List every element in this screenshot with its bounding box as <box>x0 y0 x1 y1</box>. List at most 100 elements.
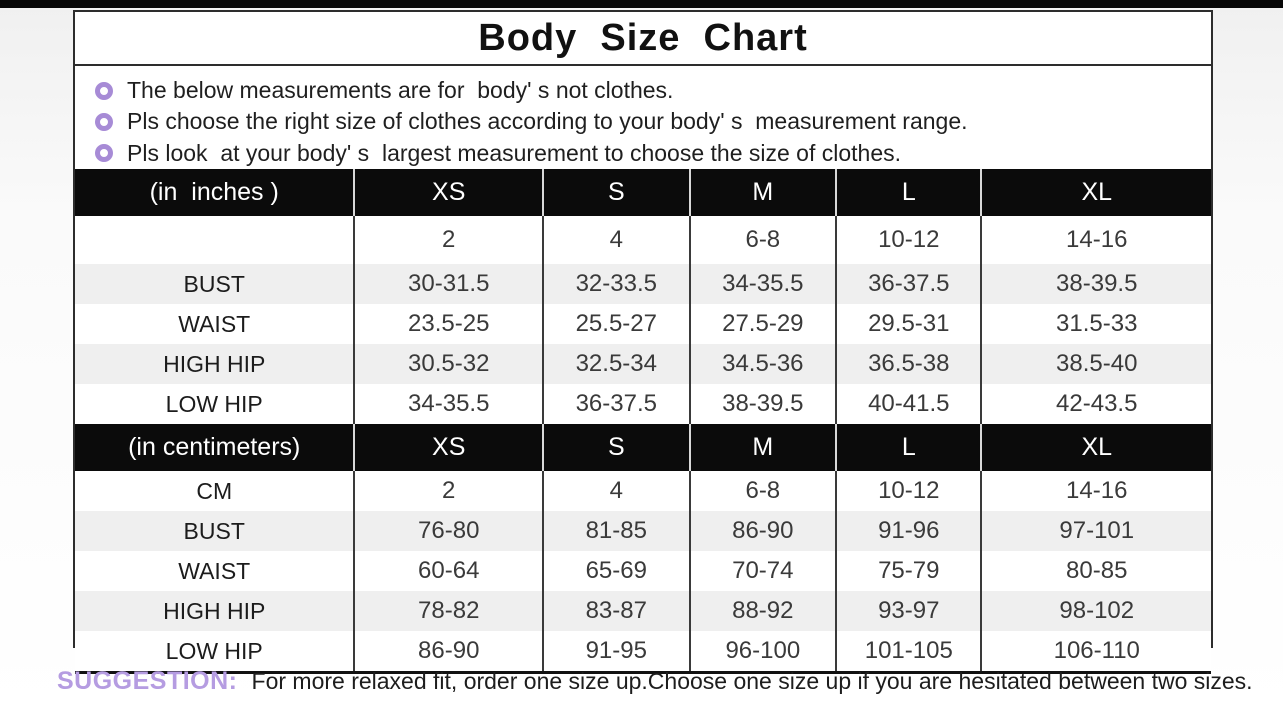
size-value-cell: 76-80 <box>353 511 544 551</box>
size-column-header: XL <box>980 169 1211 216</box>
bullet-icon <box>95 112 113 131</box>
size-value-cell: 38-39.5 <box>980 264 1211 304</box>
size-value-cell: 27.5-29 <box>688 304 837 344</box>
row-label: LOW HIP <box>75 631 355 673</box>
size-value-cell: 14-16 <box>980 216 1211 264</box>
size-value-cell: 2 <box>353 216 544 264</box>
size-value-cell: 6-8 <box>688 216 837 264</box>
row-label <box>75 216 355 264</box>
suggestion-label: SUGGESTION: <box>57 667 238 695</box>
size-value-cell: 23.5-25 <box>353 304 544 344</box>
size-column-header: S <box>542 169 690 216</box>
size-value-cell: 38-39.5 <box>688 384 837 424</box>
table-row: LOW HIP 86-90 91-95 96-100 101-105 106-110 <box>75 631 1211 673</box>
bullet-icon <box>95 144 113 163</box>
size-value-cell: 70-74 <box>688 551 837 591</box>
size-column-header: S <box>542 424 690 471</box>
size-value-cell: 75-79 <box>835 551 982 591</box>
section-header-row: (in inches ) XS S M L XL <box>75 169 1211 216</box>
size-value-cell: 36-37.5 <box>835 264 982 304</box>
table-row: HIGH HIP 78-82 83-87 88-92 93-97 98-102 <box>75 591 1211 631</box>
page-title: Body Size Chart <box>75 12 1211 66</box>
note-text: The below measurements are for body' s n… <box>127 77 674 104</box>
size-value-cell: 30.5-32 <box>353 344 544 384</box>
note-text: Pls choose the right size of clothes acc… <box>127 108 968 135</box>
size-column-header: XL <box>980 424 1211 471</box>
size-value-cell: 101-105 <box>835 631 982 673</box>
row-label: LOW HIP <box>75 384 355 424</box>
size-value-cell: 4 <box>542 216 690 264</box>
note-line: The below measurements are for body' s n… <box>95 76 1211 106</box>
size-value-cell: 32-33.5 <box>542 264 690 304</box>
size-value-cell: 36-37.5 <box>542 384 690 424</box>
size-value-cell: 29.5-31 <box>835 304 982 344</box>
size-value-cell: 78-82 <box>353 591 544 631</box>
size-column-header: XS <box>353 424 544 471</box>
top-black-strip <box>0 0 1283 8</box>
size-value-cell: 30-31.5 <box>353 264 544 304</box>
note-line: Pls look at your body' s largest measure… <box>95 138 1211 168</box>
size-value-cell: 80-85 <box>980 551 1211 591</box>
section-header-row: (in centimeters) XS S M L XL <box>75 424 1211 471</box>
size-column-header: L <box>835 169 982 216</box>
table-row: CM 2 4 6-8 10-12 14-16 <box>75 471 1211 511</box>
note-text: Pls look at your body' s largest measure… <box>127 139 902 166</box>
size-value-cell: 93-97 <box>835 591 982 631</box>
size-value-cell: 65-69 <box>542 551 690 591</box>
table-row: HIGH HIP 30.5-32 32.5-34 34.5-36 36.5-38 38.5… <box>75 344 1211 384</box>
bullet-icon <box>95 81 113 100</box>
size-value-cell: 4 <box>542 471 690 511</box>
section-unit-label: (in centimeters) <box>75 424 355 471</box>
table-row: BUST 30-31.5 32-33.5 34-35.5 36-37.5 38-39.5 <box>75 264 1211 304</box>
size-value-cell: 38.5-40 <box>980 344 1211 384</box>
size-value-cell: 14-16 <box>980 471 1211 511</box>
size-value-cell: 81-85 <box>542 511 690 551</box>
row-label: WAIST <box>75 304 355 344</box>
size-value-cell: 34-35.5 <box>688 264 837 304</box>
notes-section: The below measurements are for body' s n… <box>75 66 1211 169</box>
size-value-cell: 42-43.5 <box>980 384 1211 424</box>
table-row: WAIST 23.5-25 25.5-27 27.5-29 29.5-31 31.5-33 <box>75 304 1211 344</box>
table-row: WAIST 60-64 65-69 70-74 75-79 80-85 <box>75 551 1211 591</box>
table-row: LOW HIP 34-35.5 36-37.5 38-39.5 40-41.5 42-43… <box>75 384 1211 424</box>
section-unit-label: (in inches ) <box>75 169 355 216</box>
size-value-cell: 32.5-34 <box>542 344 690 384</box>
size-column-header: L <box>835 424 982 471</box>
row-label: HIGH HIP <box>75 344 355 384</box>
size-column-header: M <box>688 169 837 216</box>
note-line: Pls choose the right size of clothes acc… <box>95 107 1211 137</box>
size-value-cell: 86-90 <box>353 631 544 673</box>
size-value-cell: 6-8 <box>688 471 837 511</box>
size-value-cell: 60-64 <box>353 551 544 591</box>
size-column-header: XS <box>353 169 544 216</box>
size-value-cell: 96-100 <box>688 631 837 673</box>
size-value-cell: 91-96 <box>835 511 982 551</box>
size-value-cell: 36.5-38 <box>835 344 982 384</box>
size-chart-panel: Body Size Chart The below measurements a… <box>73 10 1213 674</box>
row-label: CM <box>75 471 355 511</box>
size-value-cell: 10-12 <box>835 471 982 511</box>
size-value-cell: 10-12 <box>835 216 982 264</box>
size-value-cell: 34-35.5 <box>353 384 544 424</box>
size-table: (in inches ) XS S M L XL 2 4 6-8 10-12 14-16 BUST 30… <box>75 169 1211 674</box>
row-label: WAIST <box>75 551 355 591</box>
size-value-cell: 91-95 <box>542 631 690 673</box>
size-value-cell: 83-87 <box>542 591 690 631</box>
table-row: BUST 76-80 81-85 86-90 91-96 97-101 <box>75 511 1211 551</box>
size-value-cell: 31.5-33 <box>980 304 1211 344</box>
row-label: BUST <box>75 264 355 304</box>
row-label: BUST <box>75 511 355 551</box>
size-value-cell: 88-92 <box>688 591 837 631</box>
size-value-cell: 98-102 <box>980 591 1211 631</box>
size-value-cell: 97-101 <box>980 511 1211 551</box>
size-value-cell: 34.5-36 <box>688 344 837 384</box>
suggestion-text: For more relaxed fit, order one size up.… <box>251 668 1253 694</box>
size-value-cell: 40-41.5 <box>835 384 982 424</box>
size-column-header: M <box>688 424 837 471</box>
size-value-cell: 2 <box>353 471 544 511</box>
size-value-cell: 25.5-27 <box>542 304 690 344</box>
size-value-cell: 86-90 <box>688 511 837 551</box>
table-row: 2 4 6-8 10-12 14-16 <box>75 216 1211 264</box>
row-label: HIGH HIP <box>75 591 355 631</box>
size-value-cell: 106-110 <box>980 631 1211 673</box>
